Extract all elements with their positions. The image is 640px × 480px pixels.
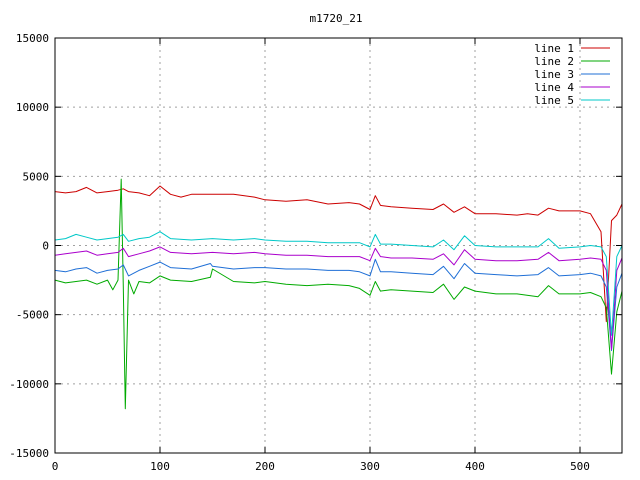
x-tick-label: 500 (570, 460, 590, 473)
y-tick-label: -10000 (9, 378, 49, 391)
y-tick-label: 0 (42, 240, 49, 253)
series-line-4 (54, 246, 623, 350)
series-line-3 (54, 258, 623, 352)
x-tick-label: 0 (52, 460, 59, 473)
series-line-5 (54, 231, 623, 336)
legend-label: line 1 (534, 42, 574, 55)
chart-title: m1720_21 (310, 12, 363, 25)
y-tick-label: -15000 (9, 447, 49, 460)
legend-label: line 5 (534, 94, 574, 107)
y-tick-label: 10000 (16, 101, 49, 114)
series-line-1 (54, 185, 623, 323)
legend-label: line 2 (534, 55, 574, 68)
series-lines (54, 178, 623, 410)
x-tick-label: 200 (255, 460, 275, 473)
series-line-2 (54, 178, 623, 410)
x-tick-label: 300 (360, 460, 380, 473)
grid-lines (55, 38, 622, 453)
axis-ticks: 0 100 200 300 400 500 -15000 -10000 -5000 0 5000 10… (9, 32, 622, 473)
legend-label: line 4 (534, 81, 574, 94)
x-tick-label: 100 (150, 460, 170, 473)
y-tick-label: 15000 (16, 32, 49, 45)
x-tick-label: 400 (465, 460, 485, 473)
legend-label: line 3 (534, 68, 574, 81)
y-tick-label: 5000 (23, 170, 50, 183)
y-tick-label: -5000 (16, 309, 49, 322)
